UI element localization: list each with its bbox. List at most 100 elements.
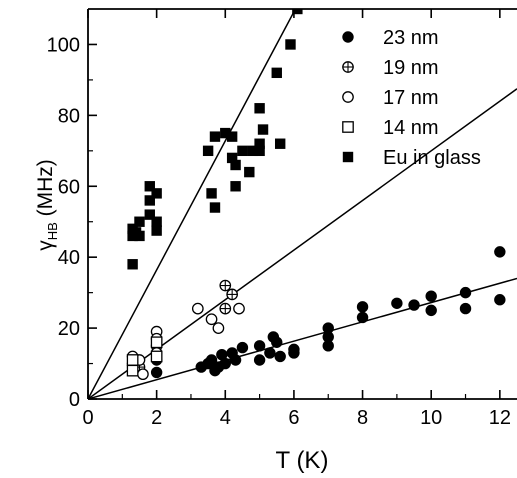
- data-point: [126, 364, 139, 377]
- legend-marker: [342, 91, 354, 103]
- legend-label: 23 nm: [383, 27, 439, 49]
- data-point: [151, 188, 162, 199]
- data-point: [229, 354, 242, 366]
- data-point: [254, 145, 265, 157]
- legend-label: 14 nm: [383, 117, 439, 139]
- data-point: [205, 313, 218, 326]
- data-point: [219, 357, 231, 370]
- data-point: [244, 166, 255, 178]
- legend-label: 17 nm: [383, 87, 439, 109]
- data-point: [257, 124, 269, 135]
- data-point: [209, 202, 221, 213]
- data-point: [264, 347, 276, 359]
- y-axis-label-subscript: HB: [45, 222, 60, 240]
- data-point: [151, 216, 162, 227]
- data-point: [408, 299, 420, 311]
- y-tick-label: 0: [69, 389, 80, 411]
- data-point: [230, 159, 241, 171]
- data-point: [271, 67, 282, 79]
- x-tick-label: 8: [357, 407, 368, 429]
- data-point: [150, 336, 163, 349]
- legend-marker: [342, 31, 354, 43]
- y-axis-label-symbol: γ: [34, 240, 57, 251]
- axes: [87, 8, 517, 400]
- legend-label: Eu in glass: [383, 147, 481, 169]
- legend-marker: [342, 151, 354, 163]
- y-tick-label: 80: [58, 105, 80, 127]
- x-tick-label: 2: [151, 407, 162, 429]
- legend-label: 19 nm: [383, 57, 439, 79]
- y-axis-label-unit: (MHz): [34, 159, 57, 222]
- legend-item: 14 nm: [342, 117, 439, 139]
- data-point: [144, 195, 155, 206]
- data-point: [253, 354, 266, 366]
- data-point: [220, 127, 231, 139]
- data-point: [285, 39, 296, 50]
- legend: 23 nm 19 nm 17 nm 14 nm Eu in glass: [342, 27, 481, 169]
- data-point: [288, 343, 300, 356]
- y-tick-label: 40: [58, 247, 80, 269]
- data-point: [226, 131, 238, 142]
- data-point: [134, 230, 145, 242]
- x-tick-label: 6: [288, 407, 299, 429]
- data-point: [322, 340, 334, 352]
- legend-marker: [342, 121, 354, 133]
- data-point: [202, 145, 214, 157]
- data-point: [274, 138, 286, 149]
- legend-item: 23 nm: [342, 27, 439, 49]
- data-point: [271, 336, 283, 348]
- fit-line: [88, 9, 297, 399]
- data-point: [150, 366, 163, 379]
- x-tick-label: 10: [420, 407, 442, 429]
- series-4: [127, 9, 303, 270]
- legend-item: 17 nm: [342, 87, 439, 109]
- x-tick-label: 12: [489, 407, 511, 429]
- data-point: [219, 302, 232, 315]
- data-point: [126, 354, 139, 366]
- data-point: [205, 354, 218, 366]
- data-point: [144, 209, 155, 220]
- legend-marker: [342, 61, 354, 73]
- data-point: [391, 297, 403, 309]
- data-point: [127, 259, 138, 270]
- y-tick-label: 100: [47, 34, 80, 56]
- data-point: [292, 9, 303, 15]
- data-point: [425, 290, 437, 302]
- data-point: [191, 302, 204, 315]
- data-point: [150, 350, 163, 363]
- data-point: [494, 246, 506, 258]
- data-point: [219, 279, 232, 292]
- data-point: [233, 302, 245, 315]
- data-point: [206, 188, 217, 199]
- fit-line: [88, 277, 517, 399]
- data-point: [253, 340, 266, 352]
- data-markers: [126, 9, 506, 381]
- data-point: [274, 350, 286, 363]
- data-point: [236, 341, 249, 354]
- x-axis-label: T (K): [276, 447, 329, 474]
- data-point: [425, 304, 437, 317]
- y-axis-label: γHB (MHz): [34, 159, 60, 251]
- data-point: [226, 152, 238, 164]
- data-point: [151, 225, 162, 236]
- y-tick-label: 60: [58, 176, 80, 198]
- data-point: [226, 288, 238, 301]
- data-point: [459, 286, 472, 299]
- data-point: [209, 131, 221, 142]
- series-0: [126, 246, 506, 379]
- series-3: [126, 336, 163, 377]
- data-point: [137, 368, 149, 381]
- x-tick-label: 4: [220, 407, 231, 429]
- data-point: [134, 216, 145, 227]
- data-point: [212, 322, 225, 334]
- x-tick-label: 0: [82, 407, 93, 429]
- data-point: [494, 294, 506, 306]
- data-point: [356, 301, 369, 313]
- data-point: [459, 302, 472, 315]
- legend-item: Eu in glass: [342, 147, 481, 169]
- data-point: [254, 138, 265, 149]
- legend-item: 19 nm: [342, 57, 439, 79]
- ticks: 0 2 4 6 8 10 12 0 20 40 60 80 100: [47, 9, 511, 429]
- data-point: [230, 181, 241, 192]
